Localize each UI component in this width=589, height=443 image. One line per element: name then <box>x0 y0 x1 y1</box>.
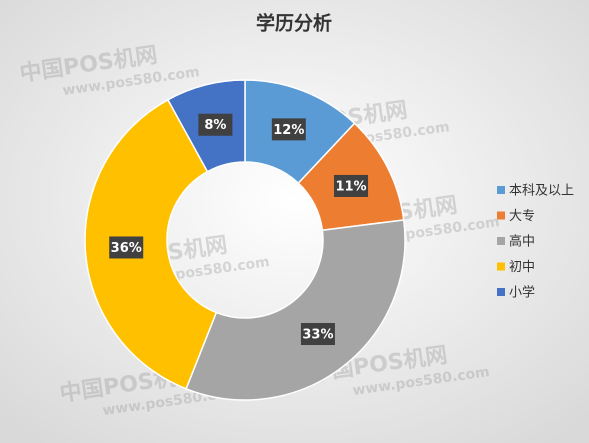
legend-label: 小学 <box>509 285 535 301</box>
legend-swatch <box>497 237 505 245</box>
legend-label: 大专 <box>509 209 535 224</box>
chart-title: 学历分析 <box>256 12 332 35</box>
data-label: 36% <box>111 241 142 256</box>
data-label: 33% <box>302 328 333 343</box>
legend-label: 高中 <box>509 234 535 250</box>
donut-slice <box>185 219 406 401</box>
data-label: 12% <box>273 123 304 138</box>
legend-label: 本科及以上 <box>509 184 574 199</box>
data-label-box <box>334 174 369 197</box>
legend-swatch <box>497 262 505 271</box>
legend-swatch <box>497 186 505 194</box>
data-label-box <box>300 323 335 346</box>
legend-swatch <box>497 211 505 220</box>
data-label-box <box>109 236 144 259</box>
data-label: 11% <box>335 179 366 194</box>
legend-swatch <box>497 288 505 296</box>
data-label-box <box>198 113 233 136</box>
data-label: 8% <box>204 118 226 133</box>
donut-slice <box>84 98 218 390</box>
legend-label: 初中 <box>509 260 535 275</box>
data-label-box <box>271 118 306 141</box>
